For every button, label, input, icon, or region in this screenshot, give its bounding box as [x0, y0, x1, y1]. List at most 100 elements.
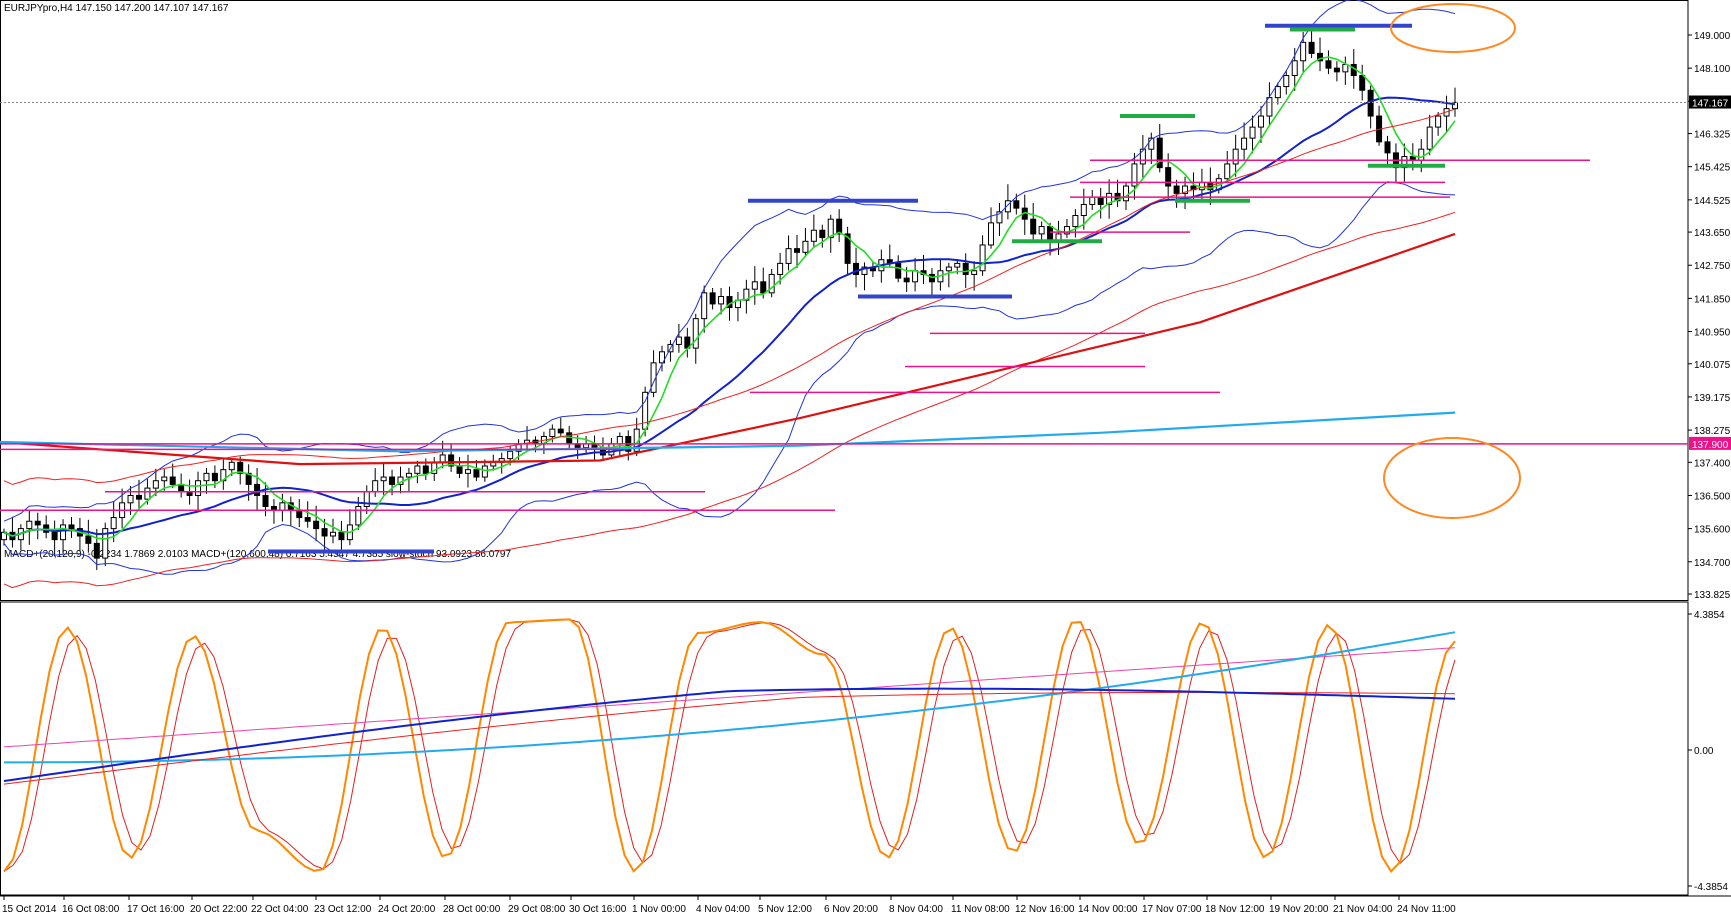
- candle-bear: [237, 461, 244, 474]
- time-tick-label: 23 Oct 12:00: [314, 904, 372, 915]
- candle-bull: [861, 266, 868, 275]
- candle-bull: [1426, 126, 1433, 150]
- slow-ma-line: [3, 96, 1456, 538]
- candle-bull: [751, 281, 758, 290]
- candle-bull: [1232, 148, 1239, 165]
- candle-bull: [1131, 163, 1138, 187]
- candle-bear: [211, 472, 218, 482]
- candle-bear: [853, 262, 860, 275]
- candle-bull: [988, 222, 995, 246]
- candle-bull: [1148, 137, 1155, 150]
- candle-bull: [1, 531, 7, 541]
- time-tick-label: 1 Nov 00:00: [632, 904, 686, 915]
- candle-bear: [93, 542, 100, 559]
- candle-bear: [962, 262, 969, 275]
- candle-bull: [102, 528, 109, 559]
- indicator-title: MACD+(20,120,9) -0.2234 1.7869 2.0103 MA…: [4, 549, 512, 560]
- price-tick-label: 137.400: [1694, 458, 1731, 469]
- candle-bull: [996, 211, 1003, 224]
- time-tick-label: 28 Oct 00:00: [443, 904, 501, 915]
- candle-bear: [422, 465, 429, 474]
- candle-bear: [1317, 52, 1324, 62]
- time-tick-label: 21 Nov 04:00: [1333, 904, 1393, 915]
- candle-bear: [85, 535, 92, 544]
- time-tick-label: 15 Oct 2014: [2, 904, 57, 915]
- candle-bear: [456, 465, 463, 474]
- highlight-ellipse: [1390, 3, 1516, 53]
- price-tick-label: 139.175: [1694, 393, 1731, 404]
- marked-level-badge: [1689, 436, 1731, 450]
- bollinger-upper-line: [3, 0, 1456, 522]
- candle-bull: [414, 465, 421, 474]
- candle-bull: [827, 218, 834, 239]
- price-tick-label: 145.425: [1694, 163, 1731, 174]
- candle-bull: [675, 336, 682, 345]
- price-tick-label: 134.700: [1694, 558, 1731, 569]
- price-tick-label: 142.750: [1694, 261, 1731, 272]
- indicator-tick-label: 4.3854: [1694, 610, 1725, 621]
- price-tick-label: 144.525: [1694, 196, 1731, 207]
- price-tick-label: 135.600: [1694, 525, 1731, 536]
- candle-bull: [1342, 63, 1349, 73]
- candle-bull: [1283, 75, 1290, 88]
- time-tick-label: 5 Nov 12:00: [758, 904, 812, 915]
- candle-bear: [557, 428, 564, 434]
- time-tick-label: 20 Oct 22:00: [190, 904, 248, 915]
- candle-bear: [1367, 89, 1374, 117]
- envelope-lower-line: [3, 211, 1456, 589]
- candle-bull: [954, 262, 961, 268]
- price-tick-label: 148.100: [1694, 64, 1731, 75]
- marked-level-label: 137.900: [1692, 440, 1729, 451]
- candle-bear: [135, 494, 142, 500]
- candle-bear: [321, 528, 328, 537]
- fast-ma-line: [3, 56, 1456, 540]
- time-tick-label: 17 Nov 07:00: [1142, 904, 1202, 915]
- candle-bear: [566, 432, 573, 445]
- envelope-upper-line: [3, 108, 1456, 485]
- candle-bear: [895, 262, 902, 279]
- candle-bear: [313, 520, 320, 530]
- candle-bear: [262, 494, 269, 508]
- candle-bull: [144, 487, 151, 500]
- candle-bull: [152, 480, 159, 489]
- cyan-ma-line: [0, 411, 1456, 453]
- candle-bull: [1266, 97, 1273, 117]
- candle-bull: [279, 502, 286, 511]
- candle-bear: [34, 520, 41, 526]
- current-price-label: 147.167: [1692, 99, 1729, 110]
- candle-bull: [768, 273, 775, 294]
- candle-bull: [718, 296, 725, 305]
- price-tick-label: 149.000: [1694, 31, 1731, 42]
- candle-bear: [296, 509, 303, 519]
- candles-group: [1, 27, 1458, 571]
- indicator-tick-label: -4.3854: [1694, 882, 1728, 893]
- candle-bull: [1004, 200, 1011, 213]
- time-tick-label: 22 Oct 04:00: [251, 904, 309, 915]
- candle-bull: [1418, 148, 1425, 161]
- candle-bull: [405, 472, 412, 478]
- candle-bull: [1452, 101, 1458, 110]
- main-chart-title: EURJPYpro,H4 147.150 147.200 147.107 147…: [4, 3, 229, 14]
- candle-bear: [1165, 167, 1172, 187]
- candle-bear: [709, 292, 716, 305]
- time-tick-label: 14 Nov 00:00: [1078, 904, 1138, 915]
- candle-bull: [1182, 185, 1189, 194]
- candle-bull: [1435, 115, 1442, 128]
- bollinger-lower-line: [3, 181, 1456, 575]
- candle-bull: [464, 469, 471, 474]
- candle-bear: [836, 218, 843, 235]
- candle-bull: [1249, 126, 1256, 139]
- candle-bull: [785, 248, 792, 264]
- candle-bull: [1063, 226, 1070, 235]
- candle-bull: [802, 240, 809, 253]
- candle-bull: [110, 517, 117, 530]
- candle-bull: [1089, 196, 1096, 205]
- candle-bull: [1106, 192, 1113, 205]
- candle-bull: [616, 436, 623, 445]
- time-tick-label: 30 Oct 16:00: [569, 904, 627, 915]
- time-tick-label: 17 Oct 16:00: [127, 904, 185, 915]
- candle-bull: [161, 476, 168, 482]
- time-tick-label: 18 Nov 12:00: [1205, 904, 1265, 915]
- candle-bull: [971, 270, 978, 275]
